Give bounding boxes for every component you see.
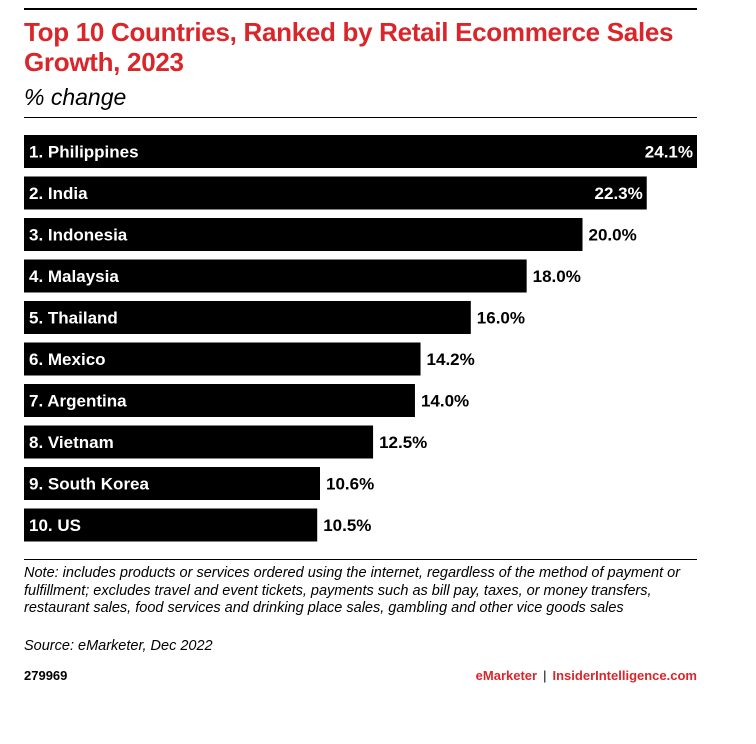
footer-rule — [24, 559, 697, 560]
bar-indonesia — [24, 218, 583, 251]
value-label-indonesia: 20.0% — [589, 226, 637, 245]
subtitle-rule — [24, 117, 697, 118]
value-label-argentina: 14.0% — [421, 392, 469, 411]
brand-emarketer: eMarketer — [475, 668, 538, 683]
category-label-south-korea: 9. South Korea — [29, 475, 150, 494]
value-label-south-korea: 10.6% — [326, 475, 374, 494]
bar-malaysia — [24, 259, 527, 293]
value-label-india: 22.3% — [595, 184, 643, 203]
brand-credit: eMarketer | InsiderIntelligence.com — [476, 668, 697, 684]
brand-insider-intelligence: InsiderIntelligence.com — [552, 668, 698, 683]
category-label-mexico: 6. Mexico — [29, 350, 106, 369]
category-label-thailand: 5. Thailand — [29, 309, 118, 328]
bar-philippines — [24, 135, 697, 168]
bar-south-korea — [24, 467, 321, 500]
bar-vietnam — [24, 425, 374, 459]
bar-argentina — [24, 384, 415, 417]
value-label-us: 10.5% — [323, 516, 371, 535]
chart-subtitle: % change — [24, 84, 127, 110]
bar-us — [24, 508, 318, 542]
category-label-india: 2. India — [29, 184, 88, 203]
value-label-philippines: 24.1% — [645, 143, 693, 162]
category-label-vietnam: 8. Vietnam — [29, 433, 114, 452]
category-label-argentina: 7. Argentina — [29, 392, 127, 411]
bar-thailand — [24, 301, 471, 334]
category-label-indonesia: 3. Indonesia — [29, 226, 128, 245]
value-label-malaysia: 18.0% — [533, 267, 581, 286]
value-label-thailand: 16.0% — [477, 309, 525, 328]
chart-title: Top 10 Countries, Ranked by Retail Ecomm… — [24, 17, 674, 77]
category-label-philippines: 1. Philippines — [29, 143, 139, 162]
chart-id: 279969 — [24, 668, 68, 683]
category-label-us: 10. US — [29, 516, 81, 535]
value-label-vietnam: 12.5% — [379, 433, 427, 452]
top-rule — [24, 8, 697, 10]
source-line: Source: eMarketer, Dec 2022 — [24, 638, 213, 654]
bar-india — [24, 176, 647, 210]
footnote: Note: includes products or services orde… — [24, 565, 681, 616]
value-label-mexico: 14.2% — [427, 350, 475, 369]
bar-chart: 1. Philippines 24.1% 2. India 22.3% 3. Indon… — [24, 135, 697, 542]
bar-mexico — [24, 342, 421, 376]
brand-separator: | — [543, 668, 547, 683]
category-label-malaysia: 4. Malaysia — [29, 267, 119, 286]
